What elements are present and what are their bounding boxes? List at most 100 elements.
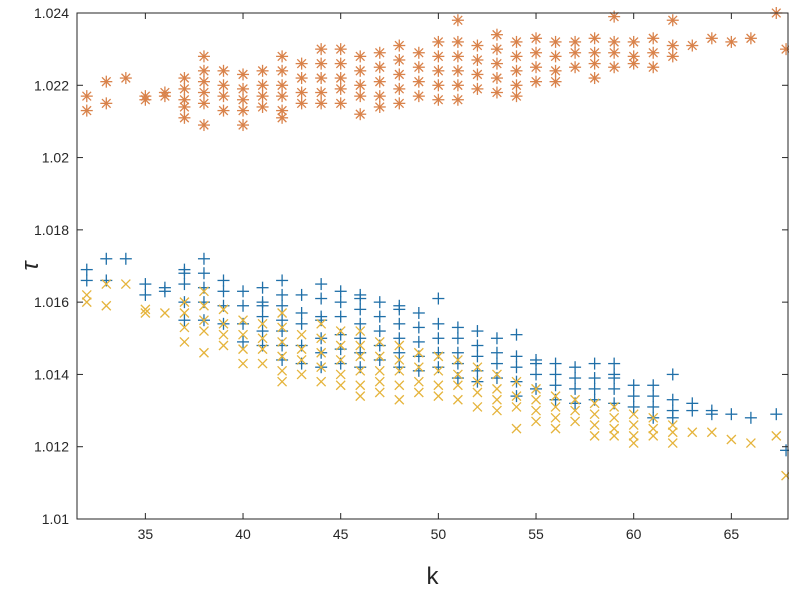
series-x-point xyxy=(355,391,366,402)
series-x-point xyxy=(374,365,385,376)
series-x-point xyxy=(316,362,327,373)
series-plus-point xyxy=(100,252,113,265)
series-plus-point xyxy=(237,335,250,348)
series-x-point xyxy=(609,430,620,441)
series-x-point xyxy=(628,430,639,441)
series-star-point xyxy=(315,43,328,56)
series-x-point xyxy=(140,304,151,315)
series-plus-point xyxy=(569,372,582,385)
series-x-point xyxy=(413,387,424,398)
series-x-point xyxy=(277,351,288,362)
series-star-point xyxy=(80,90,93,103)
series-star-point xyxy=(237,82,250,95)
series-x-point xyxy=(589,430,600,441)
series-plus-point xyxy=(276,314,289,327)
series-star-point xyxy=(237,119,250,132)
series-x-point xyxy=(771,430,782,441)
series-x-point xyxy=(238,344,248,355)
x-tick-label: 45 xyxy=(333,526,349,542)
series-star-point xyxy=(608,61,621,74)
series-star-point xyxy=(197,97,210,110)
series-x-point xyxy=(316,333,327,344)
series-x-point xyxy=(394,355,405,365)
series-star-point xyxy=(432,35,445,48)
y-tick-label: 1.022 xyxy=(34,77,69,93)
series-star-point xyxy=(686,39,699,52)
series-x-point xyxy=(648,412,659,423)
series-x-point xyxy=(199,326,209,337)
series-x-point xyxy=(609,401,620,412)
series-star-point xyxy=(237,93,250,106)
series-x-point xyxy=(413,362,424,373)
series-plus-point xyxy=(334,296,347,309)
series-x-point xyxy=(609,412,620,423)
series-star-point xyxy=(412,46,425,59)
series-star-point xyxy=(197,50,210,63)
series-plus-point xyxy=(256,281,269,294)
series-x-point xyxy=(257,333,268,344)
series-x-point xyxy=(531,383,541,394)
series-plus-point xyxy=(569,382,582,395)
series-plus-point xyxy=(549,379,562,392)
series-star-point xyxy=(412,90,425,103)
series-x-point xyxy=(199,347,209,358)
series-star-point xyxy=(276,79,289,92)
tick-layer: 35 40 45 50 55 60 65 1.01 1.012 1.014 1.016 1.018 1.… xyxy=(34,5,788,542)
series-x-point xyxy=(550,423,561,434)
series-star-point xyxy=(178,82,191,95)
series-star-point xyxy=(393,97,406,110)
series-plus-point xyxy=(237,285,250,298)
series-plus-point xyxy=(80,263,93,276)
series-x-point xyxy=(628,438,639,449)
series-plus-point xyxy=(139,288,152,301)
series-star-point xyxy=(530,32,543,45)
series-star-point xyxy=(451,35,464,48)
series-star-point xyxy=(354,90,367,103)
series-x-point xyxy=(296,355,307,365)
series-x-point xyxy=(491,405,502,416)
series-x-point xyxy=(257,318,268,329)
series-star-point xyxy=(549,75,562,88)
series-plus-point xyxy=(139,278,152,291)
series-x-point xyxy=(277,365,288,376)
series-x-point xyxy=(589,409,600,420)
series-star-point xyxy=(334,57,347,70)
series-plus-point xyxy=(432,292,445,305)
series-x-point xyxy=(257,358,268,369)
series-star-point xyxy=(569,35,582,48)
series-star-point xyxy=(451,79,464,92)
series-star-point xyxy=(471,68,484,81)
series-plus-point xyxy=(256,299,269,312)
series-star-point xyxy=(217,64,230,77)
series-plus-point xyxy=(588,357,601,370)
series-plus-point xyxy=(666,411,679,424)
series-plus-point xyxy=(334,285,347,298)
series-x-point xyxy=(452,394,463,405)
series-x-point xyxy=(511,391,522,402)
series-x-point xyxy=(335,355,346,365)
series-plus-point xyxy=(237,299,250,312)
series-plus-point xyxy=(315,278,328,291)
series-star-point xyxy=(373,46,386,59)
series-x-point xyxy=(316,347,327,358)
series-star-point xyxy=(354,79,367,92)
series-star-point xyxy=(315,86,328,99)
series-plus-point xyxy=(373,296,386,309)
x-tick-label: 50 xyxy=(431,526,447,542)
series-plus-point xyxy=(412,321,425,334)
series-star-point xyxy=(217,79,230,92)
series-star-point xyxy=(490,72,503,85)
series-x-point xyxy=(491,369,502,380)
series-star-point xyxy=(666,39,679,52)
series-star-point xyxy=(432,79,445,92)
series-plus-point xyxy=(217,285,230,298)
series-star-point xyxy=(178,100,191,113)
series-plus-point xyxy=(315,292,328,305)
series-star-point xyxy=(666,14,679,27)
series-plus-point xyxy=(373,310,386,323)
series-star-point xyxy=(334,72,347,85)
series-x-point xyxy=(452,369,463,380)
series-plus-point xyxy=(80,274,93,287)
series-star-point xyxy=(549,50,562,63)
series-x-point xyxy=(413,376,424,387)
